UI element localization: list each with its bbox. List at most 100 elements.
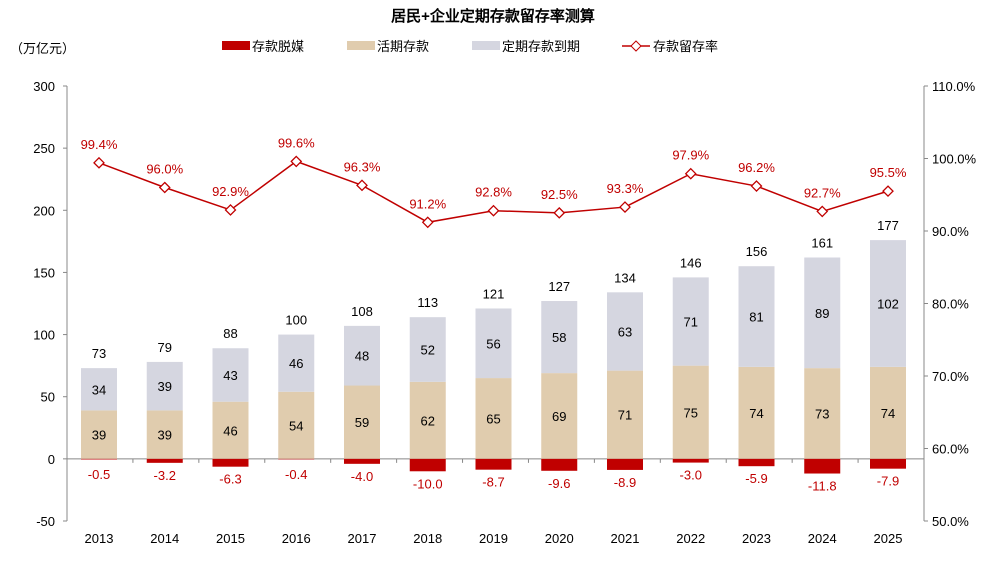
time-deposit-label: 39 <box>158 379 172 394</box>
time-deposit-label: 81 <box>749 310 763 325</box>
legend-swatch <box>472 41 500 50</box>
disintermediation-label: -7.9 <box>877 474 899 489</box>
demand-deposit-label: 75 <box>684 405 698 420</box>
time-deposit-label: 63 <box>618 324 632 339</box>
retention-rate-point <box>817 206 827 216</box>
legend: 存款脱媒 活期存款 定期存款到期 存款留存率 <box>222 39 718 54</box>
demand-deposit-label: 74 <box>881 406 895 421</box>
bar-disintermediation <box>344 459 380 464</box>
retention-rate-point <box>489 206 499 216</box>
bar-disintermediation <box>673 459 709 463</box>
retention-rate-label: 92.9% <box>212 184 249 199</box>
legend-label: 存款留存率 <box>653 39 718 54</box>
retention-rate-point <box>752 181 762 191</box>
demand-deposit-label: 74 <box>749 406 763 421</box>
x-tick-label: 2017 <box>348 531 377 546</box>
x-tick-label: 2018 <box>413 531 442 546</box>
demand-deposit-label: 65 <box>486 411 500 426</box>
legend-label: 活期存款 <box>377 39 429 54</box>
y-axis-unit: （万亿元） <box>10 41 75 56</box>
time-deposit-label: 58 <box>552 330 566 345</box>
y-tick-label: 100 <box>33 328 55 343</box>
disintermediation-label: -8.9 <box>614 475 636 490</box>
disintermediation-label: -6.3 <box>219 472 241 487</box>
retention-rate-label: 92.5% <box>541 187 578 202</box>
retention-rate-label: 91.2% <box>409 196 446 211</box>
y-tick-label: 250 <box>33 141 55 156</box>
retention-rate-label: 96.0% <box>146 162 183 177</box>
retention-rate-label: 99.6% <box>278 135 315 150</box>
bar-disintermediation <box>804 459 840 474</box>
total-label: 134 <box>614 270 636 285</box>
retention-rate-point <box>94 158 104 168</box>
retention-line: 99.4%96.0%92.9%99.6%96.3%91.2%92.8%92.5%… <box>81 135 907 227</box>
retention-rate-label: 96.3% <box>344 159 381 174</box>
total-label: 113 <box>417 295 438 310</box>
time-deposit-label: 48 <box>355 349 369 364</box>
disintermediation-label: -9.6 <box>548 476 570 491</box>
y2-tick-label: 70.0% <box>932 369 969 384</box>
time-deposit-label: 102 <box>877 297 899 312</box>
retention-rate-point <box>423 217 433 227</box>
retention-rate-point <box>686 169 696 179</box>
total-label: 79 <box>158 340 172 355</box>
disintermediation-label: -0.5 <box>88 467 110 482</box>
x-tick-label: 2019 <box>479 531 508 546</box>
total-label: 127 <box>548 279 570 294</box>
disintermediation-label: -0.4 <box>285 467 307 482</box>
total-label: 161 <box>811 236 833 251</box>
demand-deposit-label: 73 <box>815 406 829 421</box>
x-tick-label: 2013 <box>85 531 114 546</box>
disintermediation-label: -3.0 <box>680 468 702 483</box>
bar-disintermediation <box>739 459 775 466</box>
y-tick-label: 200 <box>33 203 55 218</box>
total-label: 73 <box>92 346 106 361</box>
demand-deposit-label: 69 <box>552 409 566 424</box>
legend-label: 存款脱媒 <box>252 39 304 54</box>
bar-disintermediation <box>607 459 643 470</box>
y2-tick-label: 100.0% <box>932 152 977 167</box>
disintermediation-label: -3.2 <box>154 468 176 483</box>
bar-disintermediation <box>541 459 577 471</box>
disintermediation-label: -11.8 <box>808 479 837 494</box>
disintermediation-label: -10.0 <box>413 476 443 491</box>
bar-disintermediation <box>147 459 183 463</box>
y2-tick-label: 60.0% <box>932 442 969 457</box>
bar-disintermediation <box>870 459 906 469</box>
total-label: 100 <box>285 313 307 328</box>
y-tick-label: 150 <box>33 265 55 280</box>
y-tick-label: 0 <box>48 452 55 467</box>
bar-disintermediation <box>476 459 512 470</box>
total-label: 146 <box>680 255 702 270</box>
x-tick-label: 2023 <box>742 531 771 546</box>
time-deposit-label: 89 <box>815 306 829 321</box>
retention-rate-point <box>620 202 630 212</box>
retention-rate-label: 97.9% <box>672 148 709 163</box>
disintermediation-label: -4.0 <box>351 469 373 484</box>
x-tick-label: 2015 <box>216 531 245 546</box>
disintermediation-label: -8.7 <box>482 475 504 490</box>
demand-deposit-label: 46 <box>223 423 237 438</box>
x-tick-label: 2021 <box>611 531 640 546</box>
x-tick-label: 2025 <box>874 531 903 546</box>
time-deposit-label: 52 <box>421 342 435 357</box>
legend-diamond-icon <box>631 41 641 51</box>
x-tick-label: 2022 <box>676 531 705 546</box>
demand-deposit-label: 59 <box>355 415 369 430</box>
chart-title: 居民+企业定期存款留存率测算 <box>391 7 595 25</box>
time-deposit-label: 71 <box>684 315 698 330</box>
legend-label: 定期存款到期 <box>502 39 580 54</box>
time-deposit-label: 56 <box>486 336 500 351</box>
demand-deposit-label: 62 <box>421 413 435 428</box>
total-label: 88 <box>223 326 237 341</box>
total-label: 156 <box>746 244 768 259</box>
y-tick-label: -50 <box>36 514 55 529</box>
time-deposit-label: 46 <box>289 356 303 371</box>
legend-swatch <box>222 41 250 50</box>
y-tick-label: 50 <box>41 390 55 405</box>
retention-rate-label: 93.3% <box>607 181 644 196</box>
retention-rate-label: 96.2% <box>738 160 775 175</box>
y2-tick-label: 110.0% <box>932 79 976 94</box>
bar-disintermediation <box>213 459 249 467</box>
